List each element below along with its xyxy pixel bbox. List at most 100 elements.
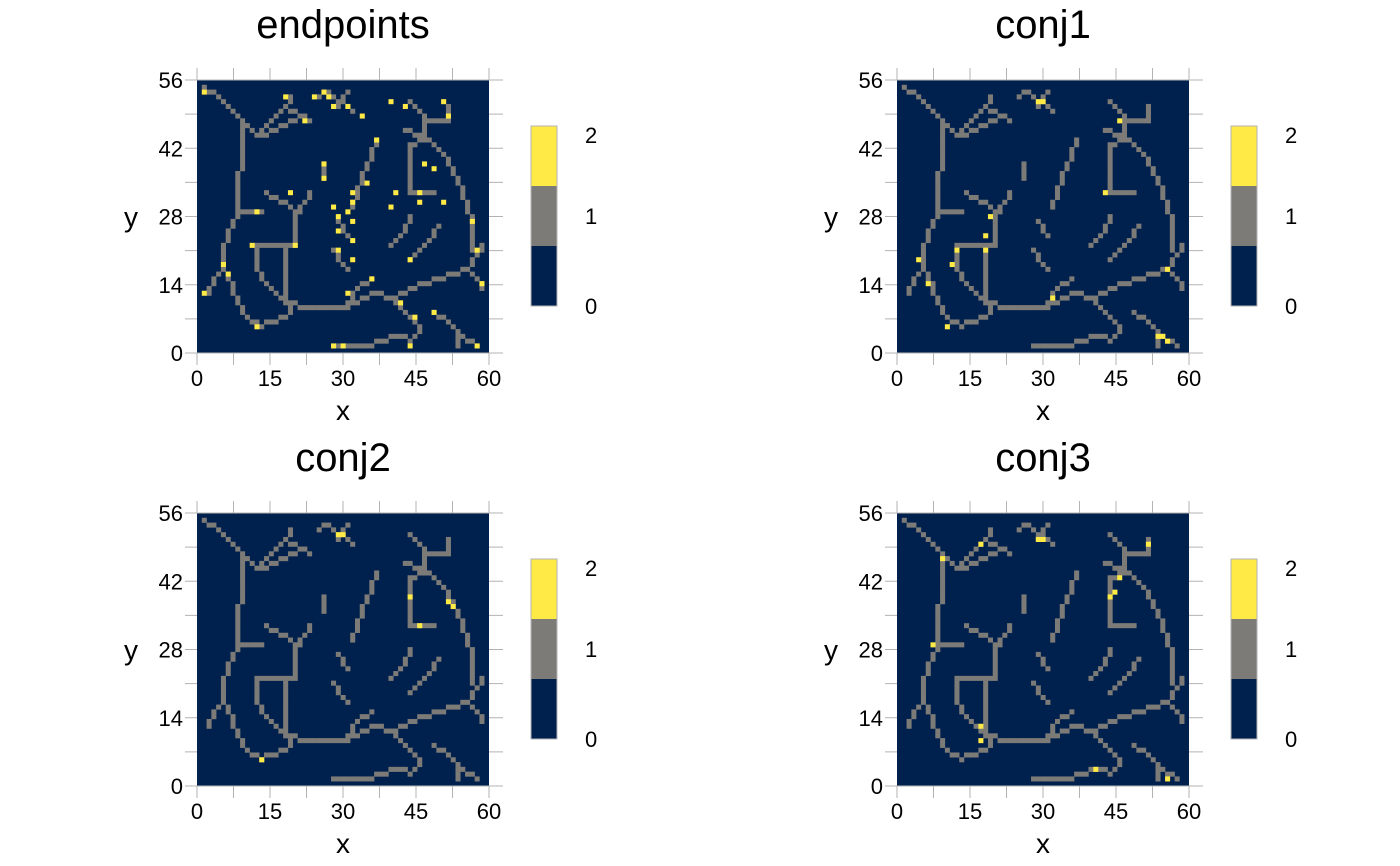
highlight-cell: [350, 257, 356, 263]
skeleton-cell: [235, 637, 241, 643]
highlight-cell: [930, 642, 936, 648]
skeleton-cell: [997, 637, 1003, 643]
skeleton-cell: [354, 776, 361, 782]
skeleton-cell: [445, 161, 451, 167]
skeleton-cell: [254, 132, 260, 138]
skeleton-cell: [412, 142, 418, 148]
skeleton-cell: [944, 314, 950, 320]
skeleton-cell: [1141, 709, 1147, 715]
skeleton-cell: [1136, 747, 1142, 753]
skeleton-cell: [421, 118, 428, 124]
skeleton-cell: [1098, 233, 1104, 239]
skeleton-cell: [474, 709, 480, 715]
highlight-cell: [302, 118, 308, 124]
skeleton-cell: [402, 766, 408, 772]
skeleton-cell: [316, 94, 322, 100]
skeleton-cell: [340, 305, 346, 311]
skeleton-cell: [220, 252, 226, 258]
skeleton-cell: [1136, 223, 1142, 229]
skeleton-cell: [930, 223, 936, 229]
skeleton-cell: [949, 752, 955, 758]
skeleton-cell: [398, 290, 404, 296]
skeleton-cell: [407, 161, 413, 167]
skeleton-cell: [1093, 671, 1099, 677]
highlight-cell: [350, 190, 356, 196]
highlight-cell: [1093, 766, 1099, 772]
skeleton-cell: [235, 623, 241, 629]
skeleton-cell: [220, 680, 226, 686]
skeleton-cell: [292, 214, 298, 220]
skeleton-cell: [335, 651, 341, 657]
skeleton-cell: [421, 551, 428, 557]
skeleton-cell: [1074, 338, 1080, 344]
skeleton-cell: [978, 728, 984, 734]
skeleton-cell: [225, 233, 231, 239]
skeleton-cell: [412, 333, 418, 339]
skeleton-cell: [987, 738, 993, 744]
skeleton-cell: [1145, 113, 1151, 119]
skeleton-cell: [987, 242, 993, 248]
highlight-cell: [445, 599, 451, 605]
skeleton-cell: [1126, 671, 1132, 677]
skeleton-cell: [340, 776, 346, 782]
skeleton-cell: [455, 776, 461, 782]
skeleton-cell: [335, 99, 341, 105]
skeleton-cell: [345, 699, 351, 705]
skeleton-cell: [421, 137, 428, 143]
skeleton-cell: [968, 127, 974, 133]
skeleton-cell: [964, 714, 970, 720]
skeleton-cell: [359, 175, 365, 181]
skeleton-cell: [335, 738, 341, 744]
skeleton-cell: [1155, 175, 1161, 181]
skeleton-cell: [1040, 343, 1046, 349]
skeleton-cell: [983, 123, 989, 129]
highlight-cell: [445, 113, 451, 119]
skeleton-cell: [307, 194, 313, 200]
skeleton-cell: [469, 238, 475, 244]
skeleton-cell: [369, 589, 375, 595]
skeleton-cell: [407, 180, 413, 186]
skeleton-cell: [987, 99, 993, 105]
skeleton-cell: [1131, 142, 1137, 148]
skeleton-cell: [916, 527, 922, 533]
skeleton-cell: [216, 704, 222, 710]
y-tick-label: 28: [159, 638, 183, 663]
skeleton-cell: [1050, 199, 1056, 205]
skeleton-cell: [1083, 728, 1089, 734]
skeleton-cell: [987, 527, 993, 533]
skeleton-cell: [421, 281, 428, 287]
skeleton-cell: [350, 343, 356, 349]
skeleton-cell: [421, 123, 428, 129]
colorbar-tick-label: 0: [585, 727, 597, 752]
skeleton-cell: [1050, 300, 1056, 306]
skeleton-cell: [240, 132, 246, 138]
skeleton-cell: [968, 551, 974, 557]
skeleton-cell: [402, 661, 408, 667]
skeleton-cell: [283, 295, 289, 301]
skeleton-cell: [235, 180, 241, 186]
highlight-cell: [335, 532, 341, 538]
skeleton-cell: [1117, 281, 1123, 287]
skeleton-cell: [307, 738, 313, 744]
skeleton-cells: [901, 517, 1185, 782]
x-tick-label: 15: [958, 799, 982, 824]
skeleton-cell: [1059, 180, 1065, 186]
colorbar: 012: [1230, 556, 1297, 752]
highlight-cell: [359, 113, 365, 119]
skeleton-cell: [983, 699, 989, 705]
skeleton-cell: [944, 209, 950, 215]
skeleton-cell: [983, 271, 989, 277]
skeleton-cell: [283, 242, 289, 248]
highlight-cell: [479, 281, 485, 287]
skeleton-cell: [1141, 151, 1147, 157]
highlight-cell: [201, 290, 207, 296]
skeleton-cell: [431, 742, 437, 748]
skeleton-cell: [465, 338, 471, 344]
skeleton-cell: [954, 680, 960, 686]
skeleton-cell: [992, 108, 998, 114]
colorbar-tick-label: 0: [585, 294, 597, 319]
skeleton-cell: [983, 747, 989, 753]
skeleton-cell: [421, 623, 428, 629]
skeleton-cell: [1035, 776, 1041, 782]
highlight-cell: [983, 233, 989, 239]
